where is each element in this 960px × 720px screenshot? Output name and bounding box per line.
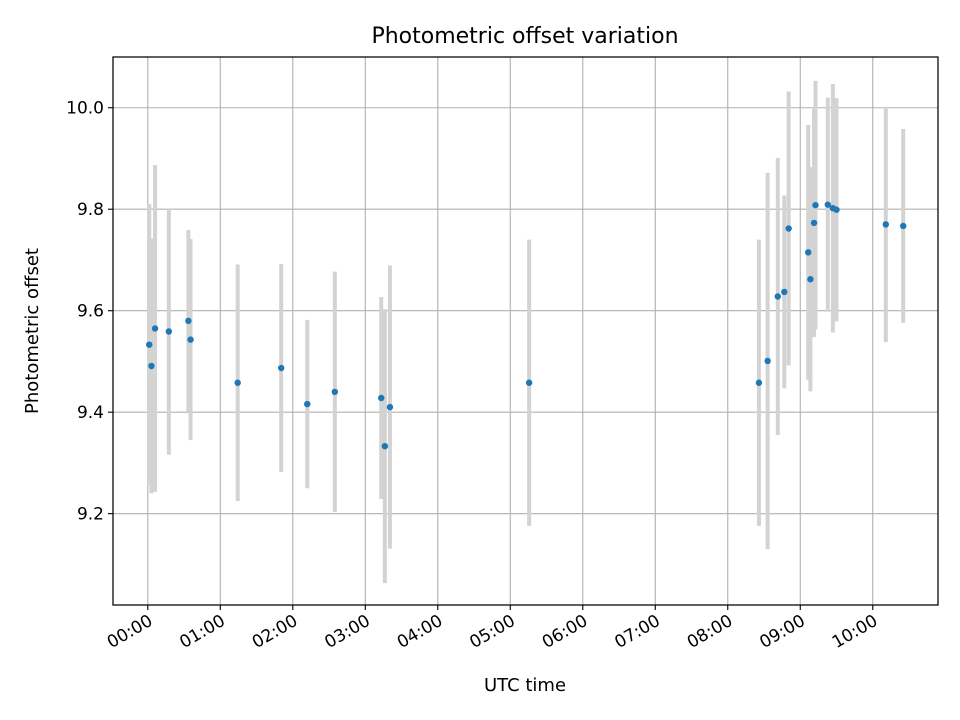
data-points bbox=[146, 201, 907, 450]
x-axis-label: UTC time bbox=[484, 675, 566, 696]
data-point bbox=[185, 317, 192, 325]
data-point bbox=[810, 219, 818, 227]
data-point bbox=[381, 442, 389, 450]
data-point bbox=[304, 400, 311, 408]
data-point bbox=[386, 403, 394, 411]
data-point bbox=[151, 325, 159, 332]
data-point bbox=[812, 201, 819, 209]
data-point bbox=[187, 336, 194, 343]
data-point bbox=[807, 276, 814, 283]
data-point bbox=[785, 225, 792, 232]
grid-lines bbox=[113, 57, 938, 605]
data-point bbox=[781, 288, 788, 296]
data-point bbox=[234, 379, 241, 386]
y-axis-label: Photometric offset bbox=[22, 248, 43, 414]
y-tick-label: 10.0 bbox=[66, 99, 104, 119]
data-point bbox=[882, 221, 890, 228]
data-point bbox=[833, 206, 840, 213]
data-point bbox=[277, 364, 285, 372]
data-point bbox=[755, 379, 763, 386]
data-point bbox=[146, 341, 153, 348]
data-point bbox=[900, 222, 907, 230]
data-point bbox=[764, 357, 771, 365]
data-point bbox=[525, 379, 533, 386]
y-tick-label: 9.2 bbox=[77, 505, 104, 525]
axes-frame bbox=[112, 56, 939, 606]
data-point bbox=[774, 293, 781, 300]
data-point bbox=[331, 388, 339, 396]
data-point bbox=[378, 394, 385, 402]
data-point bbox=[165, 328, 173, 335]
data-point bbox=[148, 362, 155, 370]
data-point bbox=[805, 249, 812, 256]
y-tick-label: 9.4 bbox=[77, 403, 104, 423]
chart-title: Photometric offset variation bbox=[371, 24, 678, 49]
data-point bbox=[824, 201, 832, 208]
y-tick-label: 9.6 bbox=[77, 302, 104, 322]
y-tick-label: 9.8 bbox=[77, 200, 104, 220]
y-axis-ticks: 9.2 9.4 9.6 9.8 10.0 bbox=[66, 99, 113, 525]
